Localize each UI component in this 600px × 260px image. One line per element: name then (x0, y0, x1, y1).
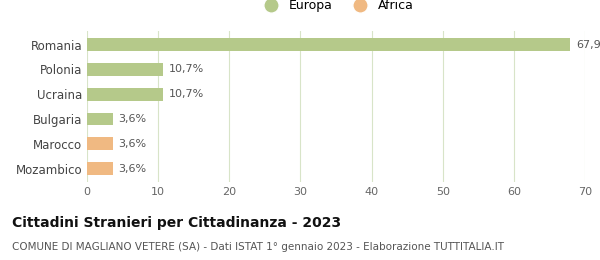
Bar (87, 137, 113, 150)
Text: COMUNE DI MAGLIANO VETERE (SA) - Dati ISTAT 1° gennaio 2023 - Elaborazione TUTTI: COMUNE DI MAGLIANO VETERE (SA) - Dati IS… (12, 242, 504, 252)
Text: 3,6%: 3,6% (118, 114, 146, 124)
Legend: Europa, Africa: Europa, Africa (254, 0, 418, 17)
Text: 3,6%: 3,6% (118, 164, 146, 174)
Text: 10,7%: 10,7% (169, 89, 204, 99)
Text: 67,9%: 67,9% (576, 40, 600, 49)
Bar (87, 162, 113, 175)
Bar (87, 88, 163, 101)
Text: 10,7%: 10,7% (169, 64, 204, 74)
Bar (87, 63, 163, 76)
Bar (87, 38, 570, 51)
Text: Cittadini Stranieri per Cittadinanza - 2023: Cittadini Stranieri per Cittadinanza - 2… (12, 216, 341, 230)
Bar (87, 113, 113, 126)
Text: 3,6%: 3,6% (118, 139, 146, 149)
